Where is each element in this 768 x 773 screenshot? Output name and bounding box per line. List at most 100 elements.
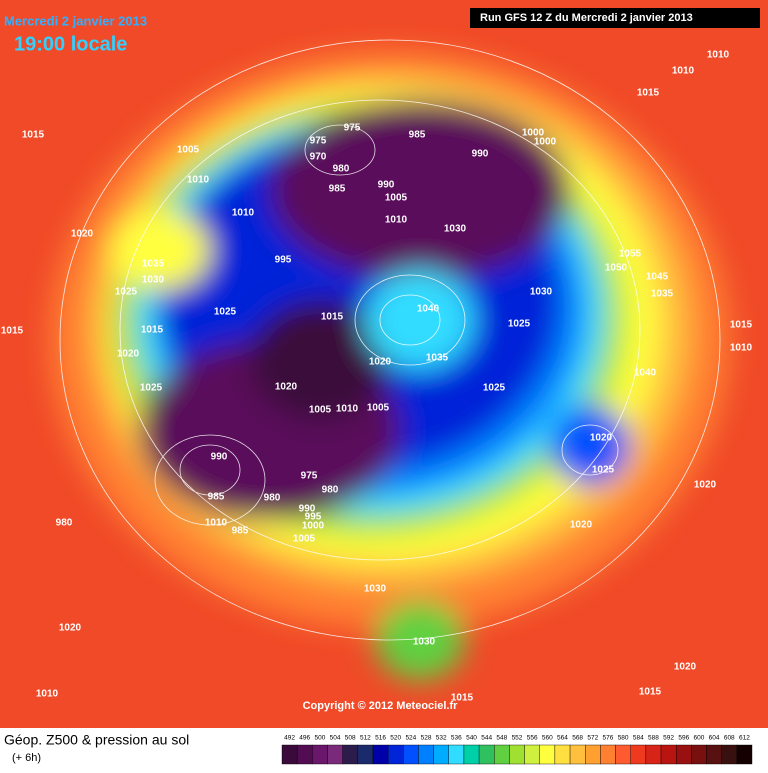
- run: Run GFS 12 Z du Mercredi 2 janvier 2013: [480, 12, 693, 24]
- legend-tick-label: 564: [557, 735, 568, 742]
- pressure-label: 1020: [694, 480, 717, 491]
- time: 19:00 locale: [14, 33, 127, 55]
- legend-swatch: [418, 744, 434, 765]
- legend-swatch: [554, 744, 571, 765]
- pressure-label: 1010: [336, 404, 359, 415]
- pressure-label: 1020: [275, 382, 298, 393]
- legend-swatch: [660, 744, 677, 765]
- legend-tick-label: 548: [496, 735, 507, 742]
- pressure-label: 1000: [534, 137, 557, 148]
- pressure-label: 1040: [417, 304, 440, 315]
- legend-tick-label: 520: [390, 735, 401, 742]
- pressure-label: 1005: [309, 405, 332, 416]
- legend-swatch: [296, 744, 313, 765]
- legend-swatch: [585, 744, 601, 765]
- pressure-label: 1015: [451, 693, 474, 704]
- legend-swatch: [569, 744, 586, 765]
- legend-swatch: [645, 744, 662, 765]
- legend-swatch: [706, 744, 722, 765]
- legend-tick-label: 588: [648, 735, 659, 742]
- pressure-label: 1010: [385, 215, 408, 226]
- legend-tick-label: 604: [709, 735, 720, 742]
- pressure-label: 1020: [369, 357, 392, 368]
- legend-tick-label: 580: [618, 735, 629, 742]
- legend-swatch: [463, 744, 480, 765]
- legend-swatch: [736, 744, 753, 765]
- pressure-label: 1020: [674, 662, 697, 673]
- pressure-label: 1025: [115, 287, 138, 298]
- pressure-label: 1020: [590, 433, 613, 444]
- pressure-label: 975: [301, 471, 318, 482]
- pressure-label: 990: [472, 149, 489, 160]
- legend-tick-label: 568: [572, 735, 583, 742]
- legend-tick-label: 572: [587, 735, 598, 742]
- date: Mercredi 2 janvier 2013: [4, 13, 147, 28]
- legend-tick-label: 504: [330, 735, 341, 742]
- footer-title: Géop. Z500 & pression au sol: [4, 732, 189, 748]
- pressure-label: 1010: [730, 343, 753, 354]
- legend-swatch: [509, 744, 525, 765]
- pressure-label: 970: [310, 152, 327, 163]
- legend-tick-label: 556: [527, 735, 538, 742]
- pressure-label: 1050: [605, 263, 628, 274]
- pressure-label: 1000: [522, 128, 545, 139]
- pressure-label: 980: [333, 164, 350, 175]
- legend-swatch: [433, 744, 449, 765]
- pressure-label: 1025: [508, 319, 531, 330]
- pressure-label: 1015: [730, 320, 753, 331]
- pressure-label: 1025: [592, 465, 615, 476]
- pressure-label: 1010: [187, 175, 210, 186]
- pressure-label: 1020: [117, 349, 140, 360]
- pressure-label: 1040: [634, 368, 657, 379]
- legend-swatch: [478, 744, 495, 765]
- legend-tick-label: 592: [663, 735, 674, 742]
- pressure-label: 985: [208, 492, 225, 503]
- legend-tick-label: 584: [633, 735, 644, 742]
- pressure-label: 980: [264, 493, 281, 504]
- legend-swatch: [721, 744, 738, 765]
- pressure-label: 1025: [483, 383, 506, 394]
- copyright: Copyright © 2012 Meteociel.fr: [303, 700, 459, 712]
- pressure-label: 985: [232, 526, 249, 537]
- legend-tick-label: 496: [299, 735, 310, 742]
- pressure-label: 1015: [22, 130, 45, 141]
- legend-tick-label: 608: [724, 735, 735, 742]
- legend-swatch: [630, 744, 647, 765]
- legend-tick-label: 576: [603, 735, 614, 742]
- pressure-label: 1055: [619, 249, 642, 260]
- pressure-label: 985: [329, 184, 346, 195]
- pressure-label: 1010: [232, 208, 255, 219]
- legend-swatch: [494, 744, 510, 765]
- legend-tick-label: 508: [345, 735, 356, 742]
- pressure-label: 1010: [205, 518, 228, 529]
- pressure-label: 975: [310, 136, 327, 147]
- pressure-label: 1005: [385, 193, 408, 204]
- pressure-label: 995: [305, 512, 322, 523]
- legend-tick-label: 532: [436, 735, 447, 742]
- pressure-label: 1030: [364, 584, 387, 595]
- legend-swatch: [539, 744, 556, 765]
- legend-tick-label: 524: [405, 735, 416, 742]
- legend-tick-label: 560: [542, 735, 553, 742]
- legend-tick-label: 612: [739, 735, 750, 742]
- legend-swatch: [342, 744, 359, 765]
- legend-swatch: [615, 744, 631, 765]
- pressure-label: 1015: [321, 312, 344, 323]
- pressure-label: 990: [378, 180, 395, 191]
- pressure-label: 1015: [141, 325, 164, 336]
- pressure-label: 980: [56, 518, 73, 529]
- run-box: [470, 8, 760, 28]
- legend-tick-label: 540: [466, 735, 477, 742]
- legend-tick-label: 492: [284, 735, 295, 742]
- legend-tick-label: 596: [678, 735, 689, 742]
- legend-tick-label: 552: [512, 735, 523, 742]
- legend-swatch: [281, 744, 298, 765]
- pressure-label: 1030: [413, 637, 436, 648]
- pressure-label: 1035: [651, 289, 674, 300]
- pressure-label: 1010: [36, 689, 59, 700]
- pressure-label: 975: [344, 123, 361, 134]
- pressure-label: 1005: [367, 403, 390, 414]
- pressure-label: 1030: [142, 275, 165, 286]
- pressure-label: 1010: [707, 50, 730, 61]
